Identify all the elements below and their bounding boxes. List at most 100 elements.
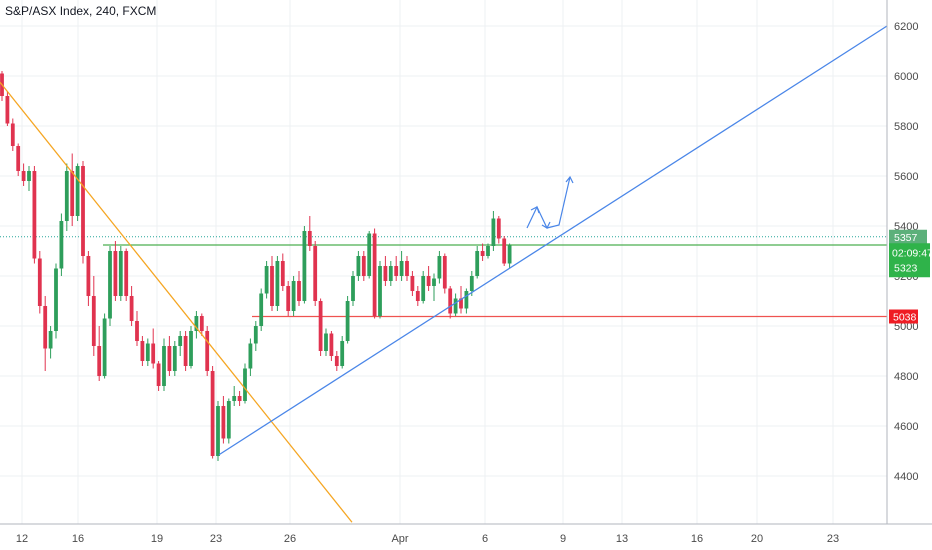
candle-body	[426, 276, 431, 286]
x-tick-label: Apr	[391, 533, 408, 545]
x-tick-label: 16	[72, 533, 84, 545]
candle-body	[167, 346, 172, 371]
y-tick-label: 5600	[894, 171, 918, 183]
candle-body	[302, 231, 307, 301]
candle-body	[469, 276, 474, 291]
projection-arrowhead	[541, 221, 551, 229]
candle-body	[135, 321, 139, 341]
candle-body	[415, 291, 420, 301]
candle-body	[162, 346, 166, 386]
resistance-tag-bg	[889, 229, 927, 244]
candle-body	[118, 251, 123, 296]
candle-body	[507, 245, 512, 264]
y-tick-label: 4600	[894, 421, 918, 433]
y-tick-label: 5000	[894, 321, 918, 333]
candle-body	[237, 396, 242, 401]
x-tick-label: 23	[827, 533, 839, 545]
candle-body	[172, 346, 177, 371]
candle-body	[496, 218, 501, 239]
y-tick-label: 5800	[894, 121, 918, 133]
y-tick-label: 6000	[894, 71, 918, 83]
candle-body	[334, 356, 339, 366]
candle-body	[205, 331, 210, 371]
support-tag-bg	[889, 309, 918, 324]
uptrend-line	[218, 25, 888, 456]
x-tick-label: 23	[210, 533, 222, 545]
candle-body	[275, 261, 280, 306]
candle-body	[307, 231, 312, 246]
x-tick-label: 16	[691, 533, 703, 545]
candle-body	[221, 406, 226, 439]
candle-body	[194, 316, 199, 331]
candle-body	[108, 251, 112, 319]
candle-body	[399, 261, 404, 276]
candle-body	[232, 396, 237, 401]
candle-body	[70, 171, 75, 216]
candle-body	[442, 256, 447, 289]
candle-body	[378, 266, 382, 316]
drawings-front	[0, 25, 888, 523]
x-tick-label: 26	[284, 533, 296, 545]
candle-body	[453, 298, 458, 314]
candle-body	[124, 251, 129, 296]
x-tick-label: 9	[560, 533, 566, 545]
chart-title: S&P/ASX Index, 240, FXCM	[5, 4, 156, 18]
candle-body	[345, 301, 350, 341]
x-tick-label: 13	[616, 533, 628, 545]
candle-body	[286, 286, 291, 311]
candle-body	[491, 218, 496, 246]
countdown-label: 02:09:47	[892, 247, 932, 259]
candle-body	[480, 251, 485, 256]
candle-body	[367, 233, 372, 276]
current-price-label: 5323	[894, 262, 918, 274]
candle-body	[329, 333, 334, 356]
candle-body	[259, 293, 264, 326]
price-tags: 5357 02:09:47 5323 5038	[889, 229, 932, 324]
candle-body	[297, 281, 301, 301]
candle-body	[502, 238, 507, 264]
candle-body	[64, 171, 69, 221]
y-tick-label: 4800	[894, 371, 918, 383]
candle-body	[27, 171, 31, 181]
candle-body	[113, 251, 118, 296]
x-tick-label: 19	[151, 533, 163, 545]
candle-body	[10, 123, 15, 146]
support-tag-label: 5038	[893, 312, 917, 324]
candle-body	[59, 221, 64, 269]
candle-body	[178, 336, 183, 346]
candle-body	[189, 331, 193, 366]
candle-body	[270, 266, 274, 306]
candle-body	[291, 281, 296, 311]
candle-body	[81, 166, 85, 256]
candle-body	[421, 276, 426, 301]
candle-body	[464, 291, 469, 309]
candle-body	[253, 326, 258, 344]
candle-body	[243, 368, 247, 401]
candle-body	[432, 278, 436, 286]
time-axis[interactable]: 12 16 19 23 26 Apr 6 9 13 16 20 23	[16, 533, 839, 545]
candle-body	[394, 266, 399, 276]
candle-body	[486, 246, 490, 256]
candle-body	[86, 256, 91, 296]
candle-body	[129, 296, 134, 321]
current-price-tag-bg	[889, 243, 930, 278]
candles	[0, 71, 512, 461]
candle-body	[264, 266, 269, 294]
x-tick-label: 20	[751, 533, 763, 545]
candle-body	[37, 258, 42, 306]
candle-body	[151, 343, 156, 364]
y-tick-label: 6200	[894, 21, 918, 33]
candle-body	[437, 256, 442, 279]
candle-body	[97, 346, 102, 376]
candle-body	[313, 246, 318, 301]
candle-body	[405, 261, 409, 276]
resistance-tag-label: 5357	[894, 232, 918, 244]
candle-body	[210, 371, 215, 456]
candle-body	[475, 251, 480, 276]
x-tick-label: 6	[482, 533, 488, 545]
candle-body	[145, 343, 150, 361]
projection-arrowhead	[565, 175, 574, 184]
